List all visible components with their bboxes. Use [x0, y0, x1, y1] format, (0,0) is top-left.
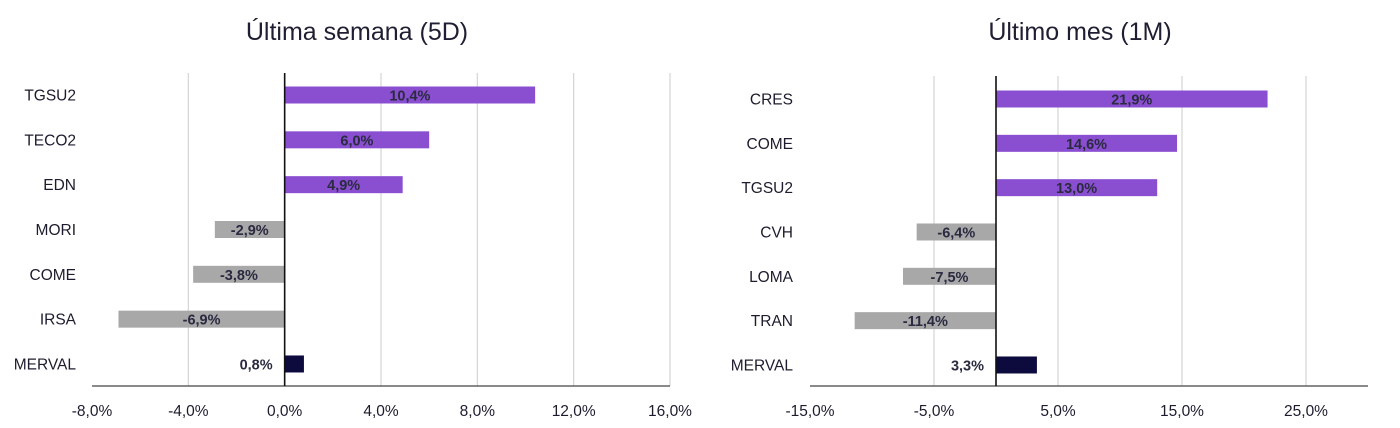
data-label: 3,3%: [951, 358, 984, 374]
x-tick-label: 16,0%: [648, 403, 692, 420]
data-label: 4,9%: [327, 178, 360, 194]
data-label: -6,9%: [183, 313, 221, 329]
bar-tgsu2: [996, 179, 1158, 197]
x-tick-label: -4,0%: [168, 403, 209, 420]
category-label: CRES: [750, 92, 793, 109]
category-label: IRSA: [40, 312, 77, 329]
x-tick-label: -15,0%: [785, 403, 834, 420]
data-label: 6,0%: [340, 133, 373, 149]
data-label: 13,0%: [1056, 181, 1097, 197]
bar-edn: [284, 176, 403, 194]
bar-come: [996, 134, 1178, 152]
x-tick-label: 4,0%: [363, 403, 399, 420]
category-label: MERVAL: [14, 356, 77, 373]
chart-title: Último mes (1M): [988, 17, 1171, 46]
bar-merval: [996, 356, 1037, 374]
data-label: 21,9%: [1111, 93, 1152, 109]
x-tick-label: 25,0%: [1284, 403, 1328, 420]
chart-ultimo-mes: Último mes (1M) -15,0% -5,0% 5,0% 15,0% 25,0%…: [731, 17, 1368, 420]
data-label: 0,8%: [240, 357, 273, 373]
x-tick-label: 8,0%: [460, 403, 496, 420]
category-label: CVH: [760, 224, 793, 241]
category-label: COME: [30, 267, 77, 284]
bar-tgsu2: [284, 86, 536, 104]
category-label: TGSU2: [741, 180, 793, 197]
x-tick-label: 0,0%: [267, 403, 303, 420]
category-label: LOMA: [749, 269, 794, 286]
data-label: -11,4%: [903, 314, 948, 330]
category-label: EDN: [43, 177, 76, 194]
x-tick-label: 5,0%: [1040, 403, 1076, 420]
bar-come: [193, 265, 285, 283]
category-label: TGSU2: [24, 88, 76, 105]
bar-cvh: [916, 223, 996, 241]
category-label: MERVAL: [731, 357, 794, 374]
x-tick-label: -5,0%: [914, 403, 955, 420]
bar-teco2: [284, 131, 430, 149]
chart-title: Última semana (5D): [246, 17, 468, 46]
data-label: 14,6%: [1066, 137, 1107, 153]
category-label: TECO2: [24, 132, 76, 149]
x-tick-label: 15,0%: [1160, 403, 1204, 420]
data-label: -2,9%: [231, 223, 269, 239]
bar-mori: [214, 220, 285, 238]
data-label: -6,4%: [937, 225, 975, 241]
bar-irsa: [118, 310, 285, 328]
bar-merval: [284, 355, 304, 373]
bar-cres: [996, 90, 1268, 108]
data-label: -7,5%: [931, 270, 969, 286]
data-label: 10,4%: [389, 89, 430, 105]
data-label: -3,8%: [220, 268, 258, 284]
chart-ultima-semana: Última semana (5D) -8,0% -4,0% 0,0% 4,0% 8,0%…: [14, 17, 693, 420]
category-label: MORI: [36, 222, 76, 239]
x-tick-label: -8,0%: [72, 403, 113, 420]
x-tick-label: 12,0%: [552, 403, 596, 420]
bar-loma: [903, 267, 996, 285]
category-label: TRAN: [751, 313, 793, 330]
bar-tran: [854, 312, 996, 330]
category-label: COME: [747, 136, 794, 153]
